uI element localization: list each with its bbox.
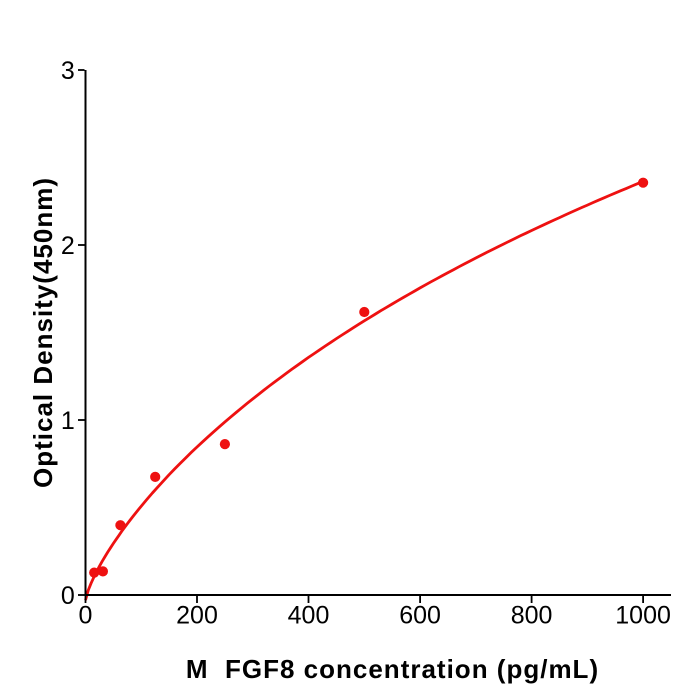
svg-text:400: 400 [288,602,330,630]
svg-text:1: 1 [61,407,75,435]
svg-text:600: 600 [399,602,441,630]
svg-text:0: 0 [79,602,93,630]
svg-text:200: 200 [176,602,218,630]
svg-text:800: 800 [511,602,553,630]
svg-text:M FGF8 concentration (pg/mL): M FGF8 concentration (pg/mL) [186,654,599,684]
svg-text:0: 0 [61,582,75,610]
svg-text:3: 3 [61,57,75,85]
svg-text:2: 2 [61,232,75,260]
svg-text:Optical Density(450nm): Optical Density(450nm) [28,177,58,488]
svg-text:1000: 1000 [615,602,671,630]
